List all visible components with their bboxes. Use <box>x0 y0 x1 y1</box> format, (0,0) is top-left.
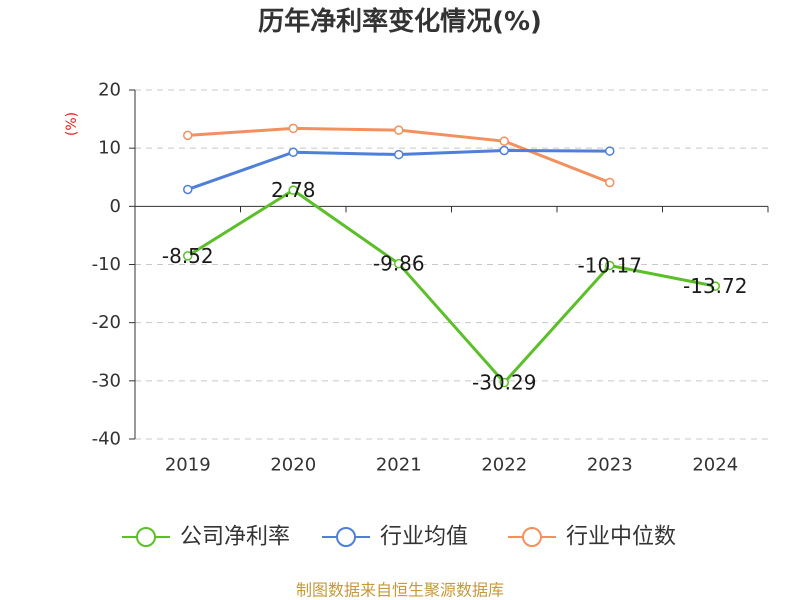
legend-circle-icon <box>136 527 156 547</box>
legend: 公司净利率 行业均值 行业中位数 <box>122 525 676 550</box>
industry-median-point <box>605 177 615 188</box>
legend-label: 公司净利率 <box>180 525 290 550</box>
company-net-margin-point <box>605 260 615 271</box>
industry-median-point <box>394 125 404 135</box>
axes: 20 10 0 -10 -20 -30 -40 2019 2020 2021 2022 2023 202… <box>92 80 769 476</box>
company-net-margin-point <box>288 185 298 195</box>
series-industry-average <box>183 145 615 195</box>
x-tick-label: 2023 <box>587 455 633 476</box>
company-net-margin-point <box>183 251 193 261</box>
legend-label: 行业均值 <box>380 525 468 550</box>
legend-item-industry-average[interactable]: 行业均值 <box>322 525 468 550</box>
industry-average-point <box>605 146 615 156</box>
industry-median-point <box>499 136 509 146</box>
legend-label: 行业中位数 <box>566 525 676 550</box>
legend-circle-icon <box>336 527 356 547</box>
source-footer: 制图数据来自恒生聚源数据库 <box>296 581 504 600</box>
x-tick-label: 2022 <box>481 455 527 476</box>
series-industry-median <box>183 123 615 188</box>
y-tick-label: -20 <box>92 312 121 333</box>
y-tick-label: 0 <box>110 196 121 217</box>
x-tick-label: 2019 <box>165 455 211 476</box>
industry-average-point <box>288 147 298 157</box>
legend-item-company-net-margin[interactable]: 公司净利率 <box>122 525 290 550</box>
industry-median-point <box>183 130 193 141</box>
chart-title: 历年净利率变化情况(%) <box>258 6 542 37</box>
data-label: -30.29 <box>472 371 536 395</box>
data-label: -13.72 <box>683 274 747 298</box>
industry-average-point <box>183 184 193 195</box>
data-label: -9.86 <box>373 252 425 276</box>
x-tick-label: 2021 <box>376 455 422 476</box>
data-label: -10.17 <box>578 253 642 277</box>
data-label: 2.78 <box>271 178 316 202</box>
industry-average-point <box>394 149 404 160</box>
company-net-margin-point <box>710 281 720 291</box>
company-net-margin-point <box>499 377 509 388</box>
y-tick-label: -40 <box>92 429 121 450</box>
series-lines <box>183 123 720 388</box>
legend-item-industry-median[interactable]: 行业中位数 <box>508 525 676 550</box>
x-tick-label: 2020 <box>270 455 316 476</box>
y-tick-label: -30 <box>92 370 121 391</box>
y-axis-label: (%) <box>64 112 80 136</box>
x-tick-label: 2024 <box>692 455 738 476</box>
industry-average-point <box>499 145 509 156</box>
series-company-net-margin <box>183 185 720 388</box>
legend-circle-icon <box>522 527 542 547</box>
company-net-margin-line <box>186 188 717 385</box>
gridlines <box>135 89 768 440</box>
y-tick-label: 20 <box>98 80 121 101</box>
data-labels: -8.52 2.78 -9.86 -30.29 -10.17 -13.72 <box>162 178 748 394</box>
data-label: -8.52 <box>162 244 214 268</box>
y-tick-label: 10 <box>98 138 121 159</box>
company-net-margin-point <box>394 258 404 269</box>
industry-median-point <box>288 123 298 134</box>
y-tick-label: -10 <box>92 254 121 275</box>
